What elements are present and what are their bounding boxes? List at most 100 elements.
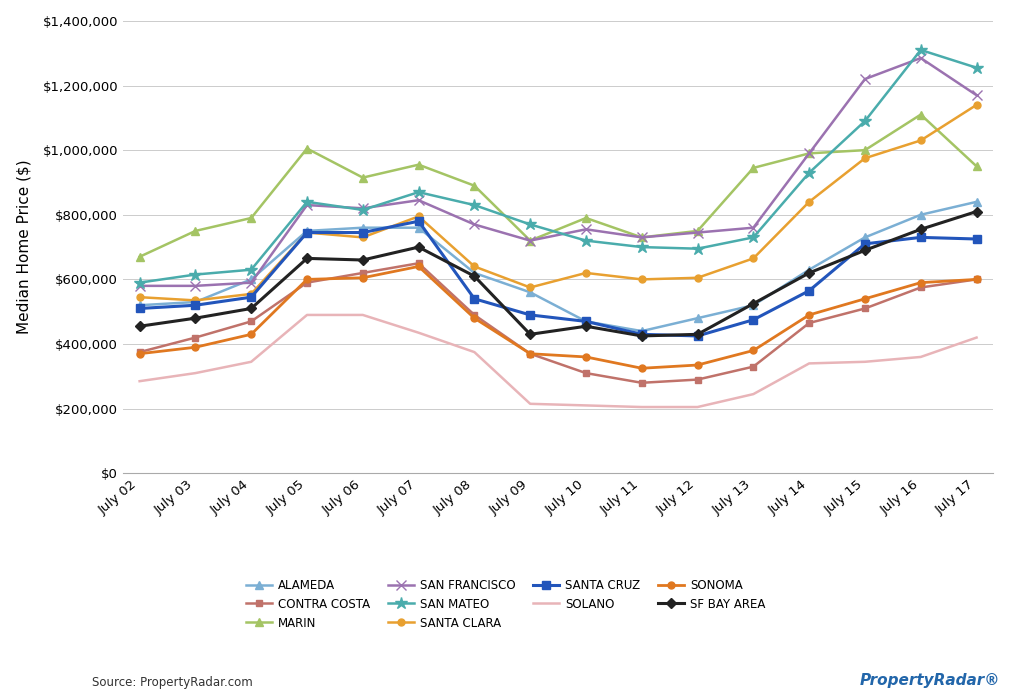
SANTA CRUZ bbox=[691, 332, 703, 340]
ALAMEDA bbox=[133, 301, 145, 310]
MARIN bbox=[803, 149, 815, 157]
SANTA CLARA bbox=[413, 212, 425, 221]
SANTA CRUZ bbox=[356, 228, 369, 237]
SONOMA bbox=[413, 262, 425, 271]
ALAMEDA bbox=[971, 198, 983, 206]
MARIN bbox=[636, 233, 648, 242]
ALAMEDA bbox=[245, 275, 257, 283]
CONTRA COSTA bbox=[468, 310, 480, 319]
MARIN bbox=[580, 214, 592, 222]
SOLANO bbox=[636, 403, 648, 411]
SOLANO bbox=[301, 310, 313, 319]
MARIN bbox=[748, 164, 760, 172]
SANTA CLARA bbox=[524, 283, 537, 292]
MARIN bbox=[971, 162, 983, 171]
SANTA CRUZ bbox=[301, 228, 313, 237]
Line: SF BAY AREA: SF BAY AREA bbox=[136, 208, 980, 340]
SAN FRANCISCO bbox=[301, 201, 313, 209]
CONTRA COSTA bbox=[189, 333, 202, 342]
SANTA CRUZ bbox=[468, 294, 480, 303]
SONOMA bbox=[133, 349, 145, 358]
CONTRA COSTA bbox=[245, 317, 257, 326]
ALAMEDA bbox=[189, 298, 202, 306]
SF BAY AREA bbox=[859, 246, 871, 255]
SAN MATEO bbox=[413, 188, 425, 196]
CONTRA COSTA bbox=[133, 348, 145, 356]
SOLANO bbox=[133, 377, 145, 386]
SANTA CLARA bbox=[803, 198, 815, 206]
Line: CONTRA COSTA: CONTRA COSTA bbox=[136, 260, 980, 386]
SAN FRANCISCO bbox=[133, 282, 145, 290]
CONTRA COSTA bbox=[691, 375, 703, 383]
SONOMA bbox=[803, 310, 815, 319]
SF BAY AREA bbox=[971, 207, 983, 216]
SOLANO bbox=[189, 369, 202, 377]
CONTRA COSTA bbox=[859, 304, 871, 313]
SAN MATEO bbox=[748, 233, 760, 242]
CONTRA COSTA bbox=[524, 349, 537, 358]
SOLANO bbox=[748, 390, 760, 398]
CONTRA COSTA bbox=[580, 369, 592, 377]
SONOMA bbox=[636, 364, 648, 372]
SAN MATEO bbox=[468, 201, 480, 209]
SANTA CRUZ bbox=[580, 317, 592, 326]
SANTA CRUZ bbox=[636, 330, 648, 338]
SOLANO bbox=[356, 310, 369, 319]
SAN FRANCISCO bbox=[971, 91, 983, 100]
SAN MATEO bbox=[580, 237, 592, 245]
SONOMA bbox=[748, 347, 760, 355]
SAN FRANCISCO bbox=[914, 54, 927, 62]
SAN MATEO bbox=[189, 270, 202, 278]
SAN MATEO bbox=[971, 63, 983, 72]
SF BAY AREA bbox=[691, 330, 703, 338]
ALAMEDA bbox=[524, 288, 537, 296]
SF BAY AREA bbox=[133, 322, 145, 331]
SAN FRANCISCO bbox=[859, 75, 871, 84]
SAN MATEO bbox=[133, 278, 145, 287]
SANTA CLARA bbox=[301, 228, 313, 237]
SOLANO bbox=[691, 403, 703, 411]
SF BAY AREA bbox=[245, 304, 257, 313]
Line: SAN FRANCISCO: SAN FRANCISCO bbox=[135, 53, 981, 291]
ALAMEDA bbox=[356, 223, 369, 232]
SAN MATEO bbox=[914, 46, 927, 54]
SANTA CLARA bbox=[748, 254, 760, 262]
ALAMEDA bbox=[636, 327, 648, 335]
CONTRA COSTA bbox=[301, 278, 313, 287]
SOLANO bbox=[971, 333, 983, 342]
SONOMA bbox=[301, 275, 313, 283]
MARIN bbox=[468, 182, 480, 190]
SONOMA bbox=[189, 343, 202, 351]
SAN FRANCISCO bbox=[580, 225, 592, 233]
SANTA CLARA bbox=[468, 262, 480, 271]
SAN MATEO bbox=[803, 168, 815, 177]
SANTA CRUZ bbox=[524, 310, 537, 319]
SONOMA bbox=[859, 294, 871, 303]
SF BAY AREA bbox=[524, 330, 537, 338]
Line: ALAMEDA: ALAMEDA bbox=[135, 198, 981, 335]
Text: PropertyRadar®: PropertyRadar® bbox=[860, 672, 1000, 688]
SAN FRANCISCO bbox=[803, 149, 815, 157]
SANTA CLARA bbox=[189, 296, 202, 305]
SF BAY AREA bbox=[413, 243, 425, 251]
Line: SOLANO: SOLANO bbox=[139, 315, 977, 407]
SANTA CRUZ bbox=[413, 217, 425, 226]
SANTA CRUZ bbox=[803, 287, 815, 295]
SONOMA bbox=[914, 278, 927, 287]
SAN FRANCISCO bbox=[356, 204, 369, 212]
ALAMEDA bbox=[803, 265, 815, 274]
SOLANO bbox=[468, 348, 480, 356]
SANTA CLARA bbox=[691, 274, 703, 282]
MARIN bbox=[356, 173, 369, 182]
ALAMEDA bbox=[301, 227, 313, 235]
MARIN bbox=[859, 146, 871, 155]
SF BAY AREA bbox=[189, 314, 202, 322]
ALAMEDA bbox=[413, 223, 425, 232]
MARIN bbox=[413, 161, 425, 169]
SF BAY AREA bbox=[636, 332, 648, 340]
MARIN bbox=[245, 214, 257, 222]
MARIN bbox=[301, 144, 313, 152]
SAN FRANCISCO bbox=[189, 282, 202, 290]
Line: SAN MATEO: SAN MATEO bbox=[133, 44, 983, 289]
SOLANO bbox=[580, 401, 592, 409]
